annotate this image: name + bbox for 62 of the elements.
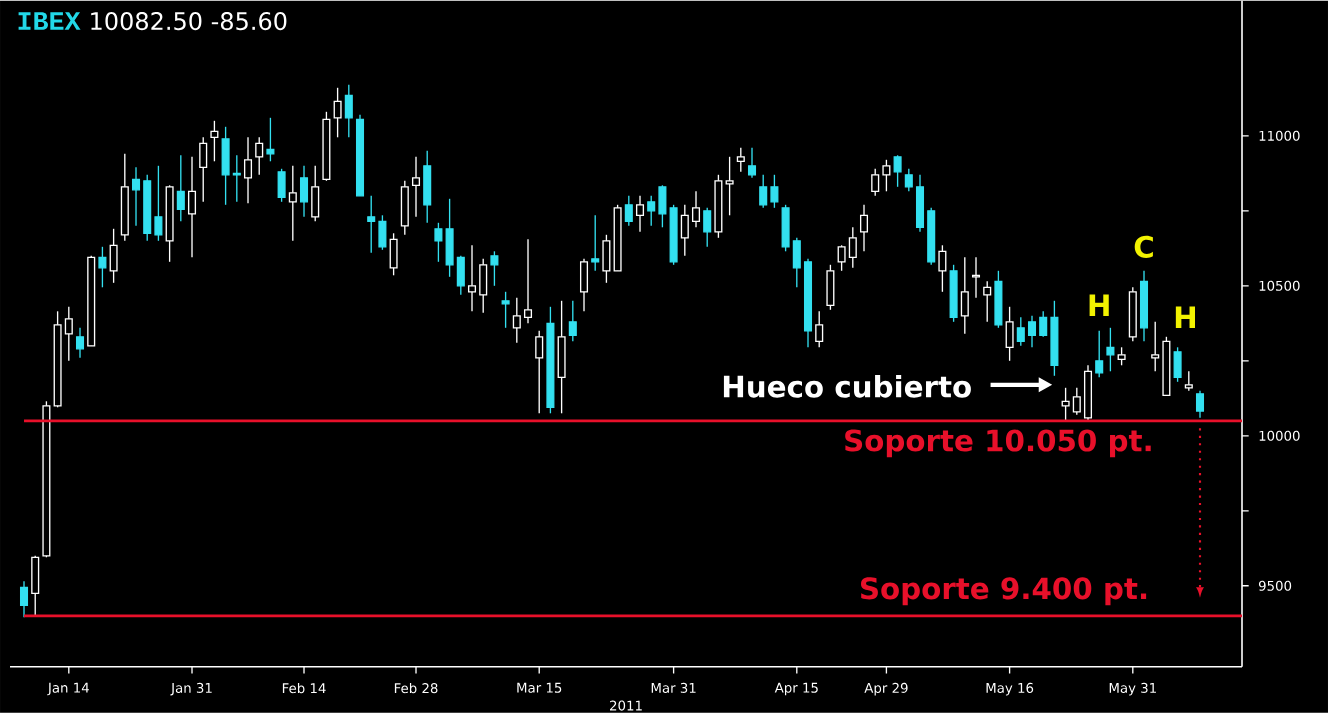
candlestick	[210, 120, 219, 163]
candlestick	[120, 153, 129, 242]
candlestick	[434, 222, 443, 263]
candlestick	[311, 165, 320, 223]
ref-line-label: Soporte 10.050 pt.	[845, 429, 1151, 458]
candlestick	[736, 147, 745, 173]
annotation: H	[1089, 294, 1109, 317]
candlestick	[859, 204, 869, 253]
candlestick	[400, 180, 409, 236]
candlestick	[333, 87, 342, 139]
candlestick	[109, 228, 118, 284]
candlestick	[747, 147, 757, 179]
candlestick	[893, 154, 902, 188]
annotation: C	[1134, 235, 1153, 259]
candlestick	[815, 310, 824, 349]
candlestick	[949, 264, 958, 323]
candlestick	[725, 156, 734, 217]
candlestick	[199, 136, 208, 203]
candlestick	[1195, 390, 1205, 419]
candlestick	[176, 154, 185, 223]
candlestick	[299, 165, 309, 218]
chart-subtitle: 10082.50 -85.60	[91, 12, 287, 31]
candlestick	[579, 258, 589, 313]
candlestick	[19, 580, 29, 619]
candlestick	[1184, 370, 1193, 392]
candlestick	[255, 136, 264, 176]
candlestick	[938, 244, 947, 293]
candlestick	[288, 165, 297, 242]
candlestick	[243, 136, 253, 205]
candlestick	[826, 264, 835, 311]
candlestick	[703, 207, 712, 248]
annotation: H	[1175, 306, 1195, 329]
candlestick	[983, 280, 992, 323]
candlestick	[624, 195, 633, 227]
candlestick	[490, 250, 499, 287]
candlestick	[535, 330, 544, 415]
candlestick	[1128, 286, 1137, 343]
candlestick	[1106, 327, 1115, 373]
candlestick	[75, 327, 85, 359]
annotation: Hueco cubierto	[723, 375, 971, 398]
candlestick	[635, 195, 645, 233]
candlestick	[557, 300, 566, 415]
candlestick	[568, 300, 577, 343]
candlestick	[1173, 346, 1182, 383]
candlestick	[591, 214, 600, 272]
candlestick	[31, 555, 40, 617]
candlestick	[994, 270, 1003, 329]
candlestick	[423, 150, 432, 224]
candlestick	[411, 156, 421, 218]
candlestick	[389, 232, 398, 277]
candlestick	[501, 291, 510, 329]
candlestick	[1095, 330, 1104, 379]
candlestick	[344, 84, 353, 139]
candlestick	[960, 256, 969, 335]
candlestick	[98, 246, 107, 289]
candlestick	[187, 156, 197, 259]
candlestick	[1139, 270, 1149, 343]
candlestick	[1005, 306, 1014, 362]
candlestick	[277, 168, 286, 203]
ref-line-label: Soporte 9.400 pt.	[861, 577, 1147, 606]
candlestick	[602, 234, 611, 284]
chart-title: IBEX	[18, 12, 81, 31]
